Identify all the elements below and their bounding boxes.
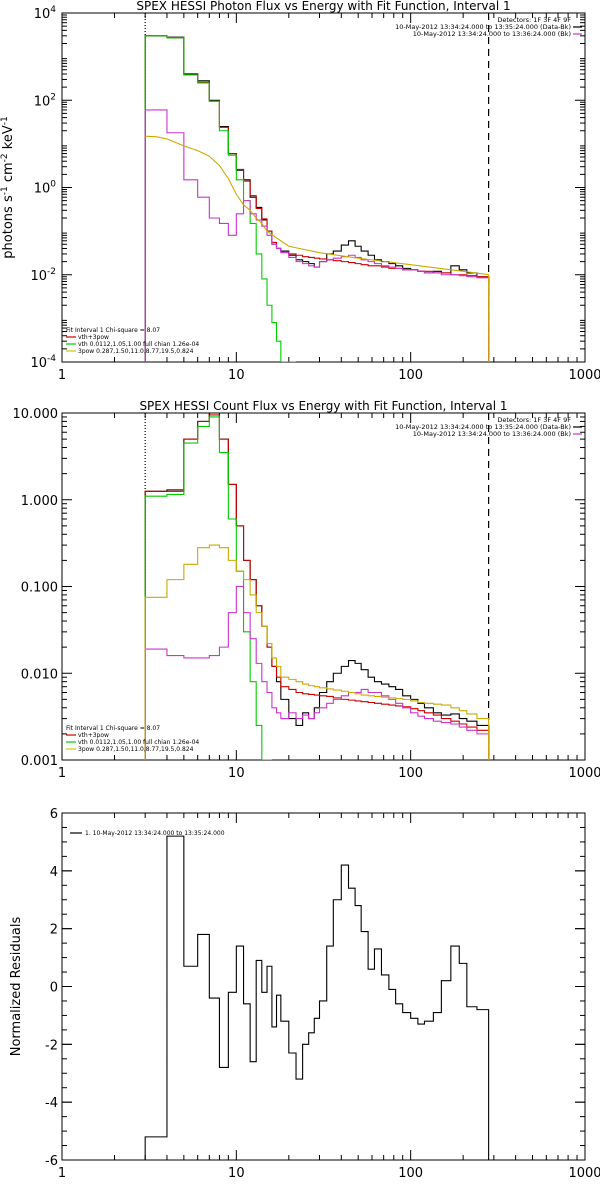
chart-2: SPEX HESSI Count Flux vs Energy with Fit… [13, 399, 600, 781]
y-tick-label: 0.100 [21, 581, 58, 596]
y-tick-label: -6 [45, 1154, 58, 1169]
series-line-4 [144, 109, 490, 362]
legend-entry: vth+3pow [78, 334, 109, 341]
y-tick-label: 4 [50, 865, 58, 880]
legend-entry: Fit Interval 1 Chi-square = 8.07 [66, 725, 160, 732]
legend-entry: vth 0.0112,1.05,1.00 full chian 1.26e-04 [78, 341, 199, 348]
chart-1: SPEX HESSI Photon Flux vs Energy with Fi… [0, 0, 600, 383]
y-tick-label: 10-4 [30, 354, 56, 371]
series-line-2 [144, 35, 490, 362]
y-tick-label: 0.001 [21, 754, 58, 769]
x-tick-label: 1000 [568, 766, 600, 781]
chart-title: SPEX HESSI Count Flux vs Energy with Fit… [139, 399, 507, 413]
series-line-5 [144, 544, 490, 760]
x-tick-label: 100 [398, 766, 423, 781]
info-line: Detectors: 1F 3F 4F 9F [497, 16, 571, 24]
y-tick-label: 102 [34, 92, 56, 109]
x-tick-label: 10 [228, 368, 245, 383]
series-group [144, 413, 490, 760]
y-axis-label: photons s-1 cm-2 keV-1 [0, 116, 16, 258]
y-tick-label: 0.010 [21, 667, 58, 682]
series-line-5 [145, 135, 490, 362]
legend-entry: 3pow 0.287,1.50,11.0,8.77,19.5,0.824 [78, 746, 194, 753]
x-tick-label: 100 [398, 1166, 423, 1181]
legend-entry: Fit Interval 1 Chi-square = 8.07 [66, 327, 160, 334]
plot-frame [61, 12, 586, 363]
info-line: 10-May-2012 13:34:24.000 to 13:36:24.000… [413, 30, 571, 38]
legend-entry: vth+3pow [78, 732, 109, 739]
info-line: Detectors: 1F 3F 4F 9F [497, 416, 571, 424]
y-tick-label: 6 [50, 807, 58, 822]
y-axis-label: Normalized Residuals [9, 917, 24, 1057]
legend-entry: 3pow 0.287,1.50,11.0,8.77,19.5,0.824 [78, 348, 194, 355]
x-tick-label: 1 [58, 368, 66, 383]
legend-entry: vth 0.0112,1.05,1.00 full chian 1.26e-04 [78, 739, 199, 746]
series-group [144, 35, 490, 362]
y-tick-label: 104 [34, 5, 57, 22]
series-line-4 [144, 585, 490, 760]
series-line-1 [144, 835, 490, 1160]
series-line-3 [144, 35, 297, 362]
y-tick-label: 100 [34, 180, 57, 197]
info-line: 10-May-2012 13:34:24.000 to 13:35:24.000… [395, 23, 571, 31]
x-tick-label: 100 [398, 368, 423, 383]
y-tick-label: 1.000 [21, 494, 58, 509]
x-tick-label: 1 [58, 1166, 66, 1181]
series-line-2 [144, 414, 490, 760]
x-tick-label: 1000 [568, 1166, 600, 1181]
series-line-1 [144, 35, 490, 362]
info-line: 10-May-2012 13:34:24.000 to 13:35:24.000… [395, 423, 571, 431]
series-line-1 [144, 413, 490, 760]
x-tick-label: 10 [228, 1166, 245, 1181]
x-tick-label: 10 [228, 766, 245, 781]
legend-entry: 1. 10-May-2012 13:34:24.000 to 13:35:24.… [85, 830, 225, 837]
series-line-3 [144, 416, 272, 760]
x-tick-label: 1000 [568, 368, 600, 383]
y-tick-label: 10.000 [13, 407, 59, 422]
y-tick-label: -2 [45, 1038, 58, 1053]
y-tick-label: 10-2 [30, 267, 56, 284]
chart-title: SPEX HESSI Photon Flux vs Energy with Fi… [136, 0, 510, 13]
x-tick-label: 1 [58, 766, 66, 781]
chart-3: 1 10 100 1000 -6 -4 -2 0 2 4 6 Normalized Residuals… [9, 807, 600, 1181]
y-tick-label: 2 [50, 923, 58, 938]
series-group [144, 835, 490, 1160]
y-tick-label: -4 [45, 1096, 58, 1111]
info-line: 10-May-2012 13:34:24.000 to 13:36:24.000… [413, 430, 571, 438]
y-tick-label: 0 [50, 981, 58, 996]
plot-frame [61, 812, 586, 1161]
